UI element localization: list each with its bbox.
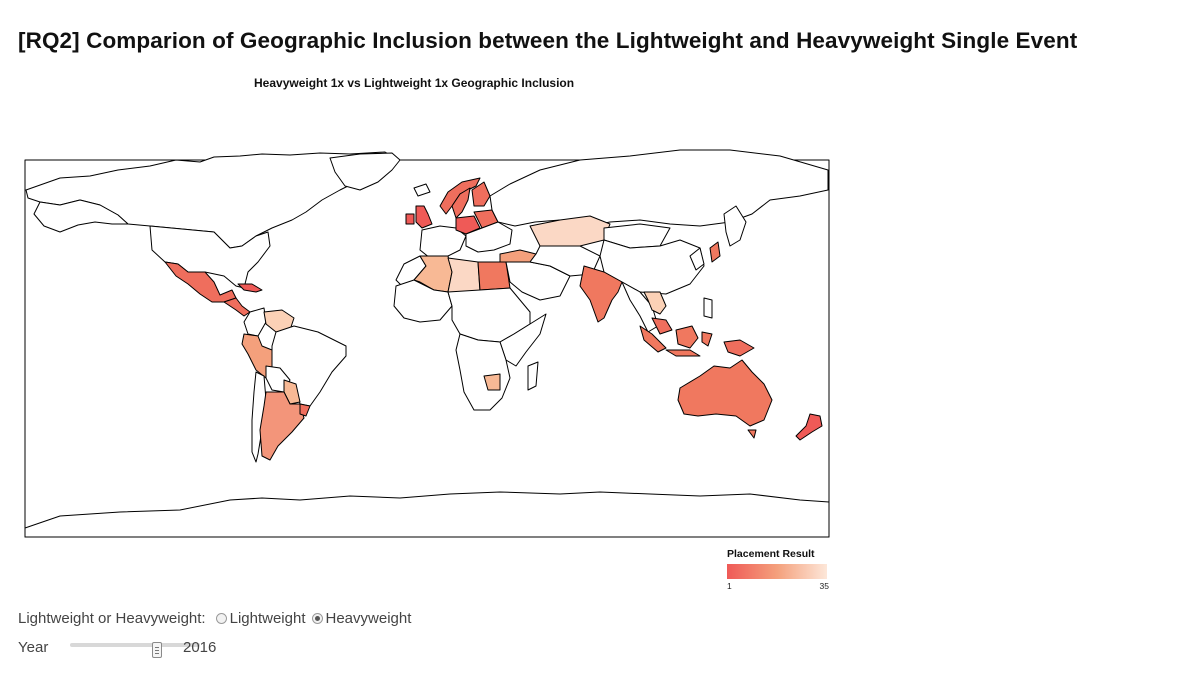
- country-central-asia: [529, 245, 601, 277]
- country-zimbabwe: [483, 373, 501, 391]
- country-cuba: [237, 283, 263, 293]
- country-mexico: [164, 261, 237, 303]
- country-japan: [709, 241, 721, 263]
- country-finland: [471, 181, 491, 207]
- map-title: Heavyweight 1x vs Lightweight 1x Geograp…: [254, 76, 575, 90]
- weight-radio-group: Lightweight or Heavyweight: Lightweight …: [18, 608, 411, 628]
- country-southeast-asia: [621, 281, 659, 333]
- country-new-zealand: [795, 413, 823, 441]
- country-ireland: [405, 213, 415, 225]
- country-tasmania: [747, 429, 757, 439]
- year-label: Year: [18, 639, 49, 656]
- page-title: [RQ2] Comparion of Geographic Inclusion …: [18, 28, 1078, 53]
- country-russia: [489, 149, 829, 227]
- country-paraguay: [283, 379, 301, 405]
- country-borneo: [675, 325, 699, 349]
- radio-lightweight-circle[interactable]: [215, 612, 227, 624]
- country-new-guinea: [723, 339, 755, 357]
- country-japan-north: [723, 205, 747, 247]
- country-argentina: [259, 391, 305, 461]
- weight-label: Lightweight or Heavyweight:: [18, 609, 206, 627]
- country-egypt: [477, 261, 511, 291]
- country-west-africa: [393, 279, 453, 323]
- radio-heavyweight-label: Heavyweight: [325, 609, 412, 627]
- legend-ticks: 1 35: [727, 579, 829, 591]
- legend: Placement Result 1 35: [727, 548, 829, 591]
- legend-min-label: 1: [727, 581, 732, 591]
- country-iceland: [413, 183, 431, 197]
- radio-heavyweight-circle[interactable]: [311, 612, 323, 624]
- country-australia: [677, 359, 773, 427]
- country-great-britain: [415, 205, 433, 229]
- country-norway: [439, 177, 481, 215]
- country-uruguay: [299, 403, 311, 417]
- year-value: 2016: [183, 639, 217, 656]
- country-antarctica: [24, 491, 830, 538]
- country-madagascar: [527, 361, 539, 391]
- year-slider-row: Year 2016: [18, 638, 278, 660]
- country-sulawesi: [701, 331, 713, 347]
- country-korea: [689, 247, 705, 271]
- country-alaska: [33, 199, 129, 233]
- country-eastern-europe: [465, 221, 513, 253]
- legend-title: Placement Result: [727, 548, 815, 560]
- radio-lightweight-label: Lightweight: [229, 609, 306, 627]
- country-india: [579, 265, 623, 323]
- country-java: [665, 349, 701, 357]
- country-western-europe: [419, 225, 467, 259]
- year-slider-track[interactable]: [70, 642, 200, 658]
- world-map: [24, 149, 830, 538]
- legend-color-bar: [727, 564, 827, 579]
- year-slider-handle[interactable]: [152, 642, 162, 658]
- radio-heavyweight[interactable]: Heavyweight: [311, 609, 412, 627]
- legend-max-label: 35: [819, 581, 829, 591]
- country-philippines: [703, 297, 713, 319]
- radio-lightweight[interactable]: Lightweight: [215, 609, 306, 627]
- country-thailand: [643, 291, 667, 315]
- country-sumatra: [639, 325, 667, 353]
- country-malaysia: [651, 317, 673, 335]
- country-southern-africa: [455, 333, 511, 411]
- country-greenland: [329, 152, 401, 191]
- country-chile: [251, 371, 267, 463]
- country-libya: [447, 257, 481, 293]
- country-central-america: [223, 297, 251, 317]
